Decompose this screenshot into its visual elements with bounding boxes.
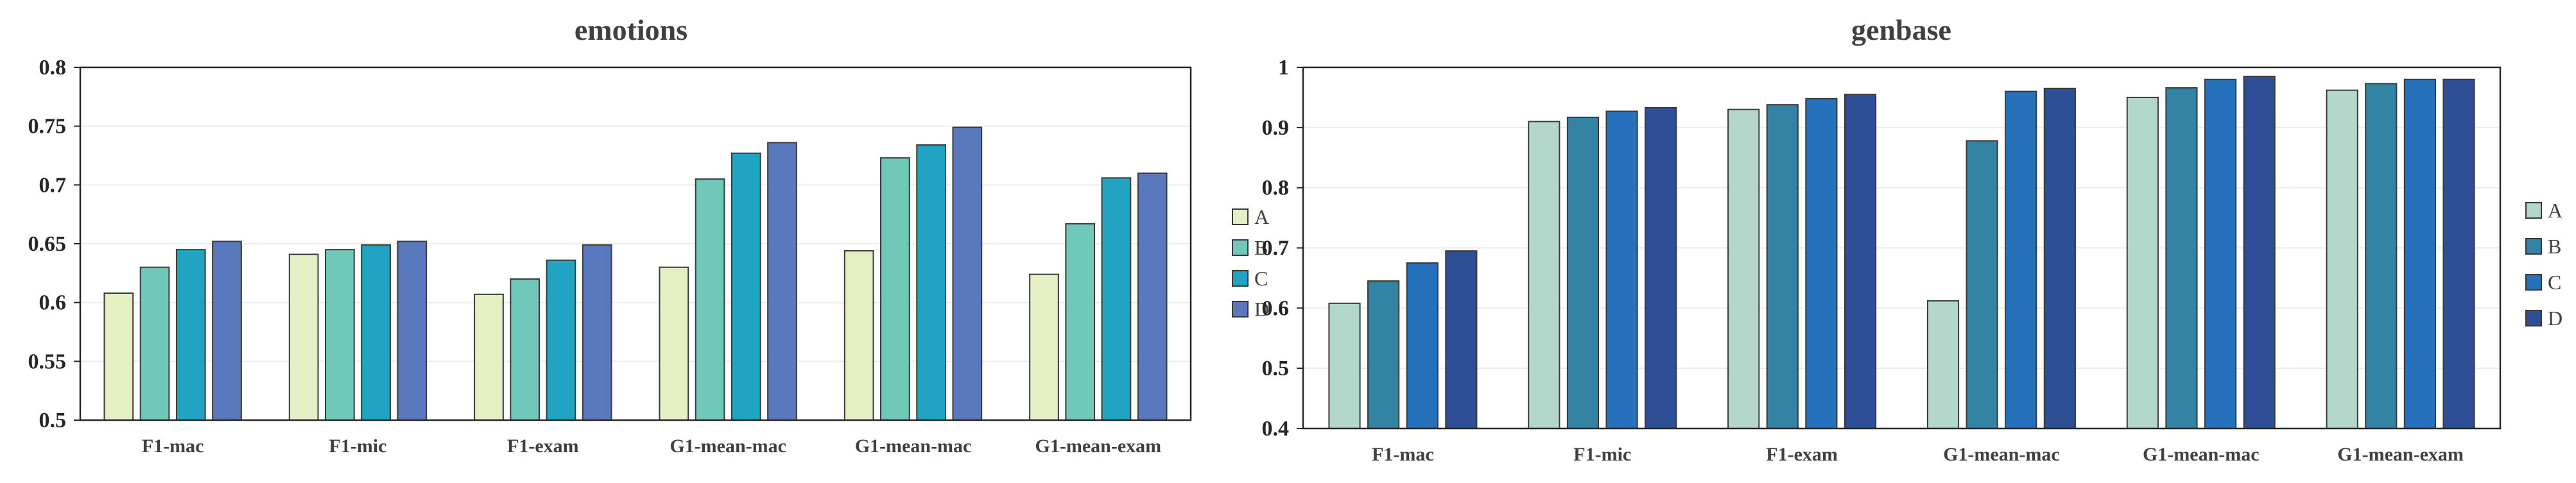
bar-c-0 (1406, 262, 1439, 429)
bar-b-0 (139, 266, 170, 421)
x-tick-label: G1-mean-mac (1943, 444, 2060, 465)
x-tick-label: G1-mean-mac (855, 436, 972, 457)
bar-c-5 (1101, 177, 1132, 421)
bar-b-2 (510, 278, 540, 421)
legend-swatch-c (1232, 270, 1249, 287)
legend-swatch-a (1232, 208, 1249, 225)
y-tick-label: 0.7 (1262, 237, 1290, 260)
x-tick-label: G1-mean-mac (2143, 444, 2260, 465)
bar-c-1 (361, 244, 391, 421)
legend-label-b: B (1254, 236, 1268, 259)
bar-b-5 (2365, 83, 2398, 429)
y-tick-label: 0.65 (28, 232, 67, 256)
y-tick-label: 1 (1278, 56, 1289, 80)
bar-c-1 (1605, 110, 1638, 430)
legend-label-a: A (2548, 199, 2563, 222)
bar-a-4 (843, 250, 874, 421)
bar-a-2 (1727, 108, 1760, 430)
bar-b-1 (1566, 116, 1600, 430)
bar-a-1 (288, 253, 319, 421)
x-tick-label: G1-mean-exam (2337, 444, 2464, 465)
bar-a-0 (103, 292, 134, 421)
x-tick-label: G1-mean-mac (670, 436, 786, 457)
bar-d-5 (2442, 78, 2475, 430)
y-tick-label: 0.4 (1262, 417, 1290, 441)
x-tick-label: F1-exam (507, 436, 579, 457)
bar-d-3 (767, 142, 797, 421)
bar-b-0 (1367, 280, 1400, 429)
bar-d-2 (582, 244, 612, 421)
chart-1: genbase F1-mac F1-mic F1-exam G1-mean-mac G1-… (1262, 13, 2563, 465)
bar-d-0 (212, 241, 242, 421)
bar-a-3 (659, 266, 689, 421)
x-tick-label: F1-mic (1573, 444, 1631, 465)
bar-a-2 (474, 293, 504, 421)
bar-c-2 (1805, 97, 1838, 429)
y-tick-label: 0.6 (1262, 296, 1290, 320)
bar-c-3 (2005, 90, 2037, 430)
bar-c-5 (2403, 78, 2436, 430)
chart-title: emotions (575, 13, 687, 46)
bar-b-3 (695, 178, 725, 421)
bar-b-4 (880, 157, 910, 421)
y-tick-label: 0.6 (39, 291, 67, 315)
bar-d-1 (1645, 106, 1677, 429)
bar-d-2 (1844, 94, 1877, 430)
y-tick-label: 0.5 (1262, 357, 1290, 380)
legend-label-d: D (1254, 298, 1269, 321)
legend-label-d: D (2548, 307, 2563, 330)
bar-c-4 (916, 144, 946, 421)
legend-swatch-d (1232, 301, 1249, 318)
y-tick-label: 0.8 (1262, 176, 1290, 200)
bar-d-5 (1137, 173, 1168, 421)
bar-a-0 (1328, 302, 1361, 429)
legend-label-c: C (2548, 271, 2561, 294)
bar-c-4 (2204, 78, 2237, 430)
bar-a-5 (2326, 89, 2358, 429)
x-tick-label: G1-mean-exam (1035, 436, 1162, 457)
bar-a-4 (2126, 96, 2159, 429)
bar-d-4 (952, 126, 983, 421)
bar-d-0 (1445, 250, 1478, 429)
chart-title: genbase (1851, 13, 1951, 46)
bar-b-3 (1966, 140, 1998, 430)
legend-label-b: B (2548, 235, 2561, 258)
legend-swatch-d (2525, 310, 2542, 326)
legend-swatch-b (1232, 239, 1249, 256)
legend-swatch-c (2525, 274, 2542, 291)
bar-b-2 (1766, 104, 1799, 429)
bar-c-3 (730, 152, 761, 421)
bar-c-2 (546, 259, 576, 421)
x-tick-label: F1-exam (1766, 444, 1838, 465)
legend-swatch-b (2525, 238, 2542, 255)
legend-swatch-a (2525, 202, 2542, 219)
bar-d-3 (2043, 87, 2076, 429)
y-tick-label: 0.5 (39, 409, 67, 432)
bar-d-1 (397, 241, 428, 421)
chart-0: emotions F1-mac F1-mic F1-exam G1-mean-mac G1… (28, 13, 1270, 457)
x-tick-label: F1-mac (142, 436, 204, 457)
y-tick-label: 0.9 (1262, 116, 1290, 140)
legend-label-c: C (1254, 267, 1268, 290)
bar-c-0 (175, 249, 206, 421)
bar-d-4 (2243, 76, 2276, 429)
legend-label-a: A (1254, 205, 1269, 228)
x-tick-label: F1-mic (329, 436, 387, 457)
bar-b-5 (1065, 223, 1096, 421)
x-tick-label: F1-mac (1372, 444, 1434, 465)
y-tick-label: 0.75 (28, 115, 67, 139)
bar-b-4 (2165, 87, 2198, 430)
bar-b-1 (325, 249, 355, 421)
bar-a-3 (1926, 300, 1960, 429)
y-tick-label: 0.55 (28, 350, 67, 373)
y-tick-label: 0.8 (39, 56, 67, 80)
y-tick-label: 0.7 (39, 173, 67, 197)
bar-a-5 (1029, 273, 1059, 421)
bar-a-1 (1528, 121, 1560, 429)
